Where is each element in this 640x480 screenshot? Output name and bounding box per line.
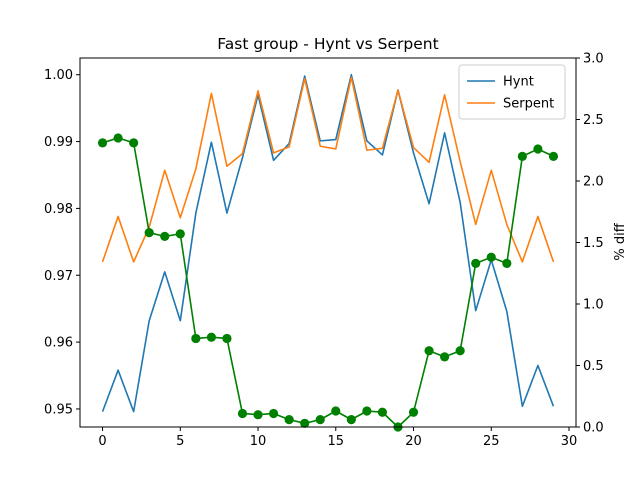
- legend-label-hynt: Hynt: [503, 75, 534, 90]
- data-point-diff: [533, 144, 543, 154]
- data-point-diff: [222, 333, 232, 344]
- x-tick-label: 5: [176, 434, 184, 449]
- y2-tick-label: 0.0: [583, 421, 604, 436]
- y-tick-label: 0.98: [44, 202, 73, 217]
- x-axis: 0 5 10 15 20 25 30: [98, 427, 577, 449]
- y-tick-label: 0.99: [44, 135, 73, 150]
- data-point-diff: [129, 138, 139, 148]
- data-point-diff: [206, 332, 216, 342]
- data-point-diff: [424, 346, 434, 356]
- data-point-diff: [346, 415, 356, 425]
- y2-axis-label: % diff: [613, 222, 628, 260]
- legend: Hynt Serpent: [458, 64, 566, 120]
- data-point-diff: [440, 352, 450, 362]
- x-tick-label: 10: [250, 434, 267, 449]
- data-point-diff: [362, 406, 372, 416]
- data-point-diff: [144, 228, 154, 238]
- data-point-diff: [408, 407, 419, 417]
- y2-tick-label: 1.5: [583, 236, 604, 251]
- data-point-diff: [253, 410, 263, 420]
- data-point-diff: [502, 258, 512, 269]
- data-point-diff: [331, 406, 341, 416]
- y-tick-label: 0.96: [44, 336, 73, 351]
- legend-label-serpent: Serpent: [503, 97, 554, 112]
- x-tick-label: 30: [561, 434, 578, 449]
- data-point-diff: [284, 415, 294, 425]
- data-point-diff: [548, 151, 559, 161]
- y2-tick-label: 0.5: [583, 359, 604, 374]
- data-point-diff: [300, 418, 310, 428]
- data-point-diff: [517, 151, 527, 161]
- y-tick-label: 0.95: [44, 402, 73, 417]
- plot-area: [79, 57, 577, 432]
- y-tick-label: 1.00: [44, 68, 73, 83]
- data-point-diff: [191, 333, 201, 344]
- y2-tick-label: 1.0: [583, 298, 604, 313]
- x-tick-label: 25: [483, 434, 500, 449]
- data-point-diff: [377, 407, 388, 417]
- x-tick-label: 0: [98, 434, 106, 449]
- series-line-serpent: [101, 76, 555, 263]
- data-point-diff: [160, 231, 170, 241]
- legend-box: [458, 64, 566, 120]
- x-tick-label: 20: [405, 434, 422, 449]
- y-tick-label: 0.97: [44, 269, 73, 284]
- chart-title: Fast group - Hynt vs Serpent: [217, 35, 438, 53]
- data-point-diff: [175, 229, 185, 239]
- data-point-diff: [113, 133, 123, 143]
- data-point-diff: [268, 408, 279, 419]
- y2-tick-label: 2.5: [583, 113, 604, 128]
- data-point-diff: [97, 138, 108, 148]
- y-axis-left: 0.95 0.96 0.97 0.98 0.99 1.00: [44, 68, 80, 417]
- data-point-diff: [471, 258, 481, 269]
- data-point-diff: [455, 346, 465, 356]
- data-point-diff: [237, 408, 248, 419]
- y2-tick-label: 3.0: [583, 52, 604, 67]
- y-axis-right: 0.0 0.5 1.0 1.5 2.0 2.5 3.0: [576, 52, 604, 436]
- series-line-hynt: [101, 73, 555, 413]
- data-point-diff: [315, 415, 325, 425]
- y2-tick-label: 2.0: [583, 175, 604, 190]
- x-tick-label: 15: [328, 434, 345, 449]
- series-line-diff: [102, 137, 554, 428]
- data-point-diff: [486, 252, 496, 262]
